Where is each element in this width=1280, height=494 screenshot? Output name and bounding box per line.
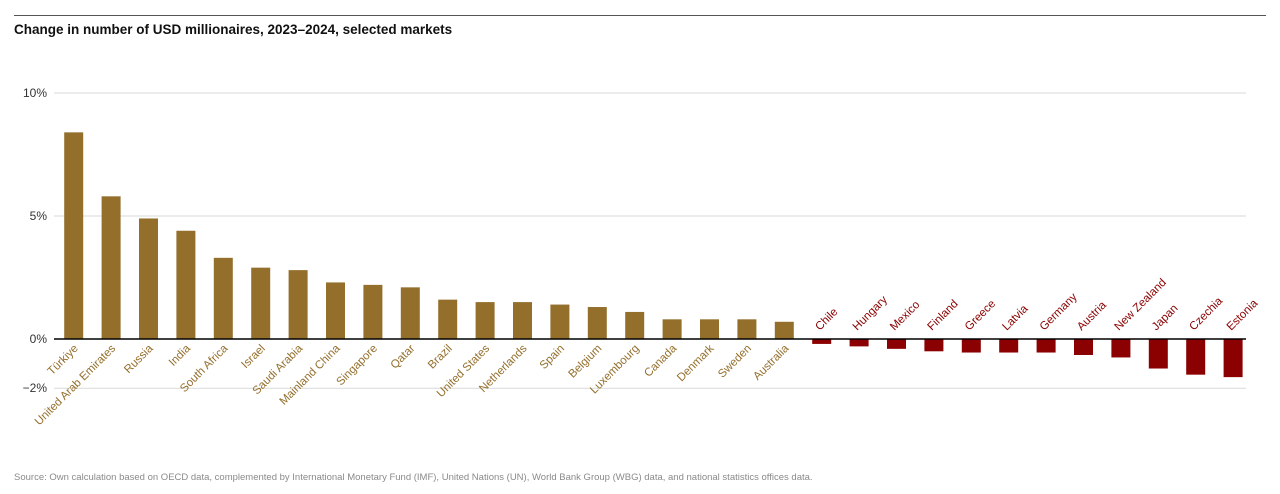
x-tick-label: India xyxy=(167,342,194,369)
bar xyxy=(625,311,645,339)
bar xyxy=(887,339,906,349)
bar xyxy=(737,319,757,339)
bar xyxy=(774,321,794,339)
bar xyxy=(961,339,981,353)
x-tick-label: Belgium xyxy=(567,343,605,381)
y-tick-label: −2% xyxy=(23,381,48,395)
bar xyxy=(213,257,233,339)
bar xyxy=(251,267,271,339)
bar xyxy=(812,339,832,344)
x-tick-label: Israel xyxy=(239,343,267,371)
bar xyxy=(1074,339,1093,355)
bar xyxy=(326,282,345,339)
x-tick-label: Türkiye xyxy=(46,343,81,378)
x-tick-label: Estonia xyxy=(1225,297,1261,333)
bar xyxy=(288,270,308,339)
x-tick-label: Spain xyxy=(538,343,567,372)
x-tick-label: Germany xyxy=(1038,291,1080,333)
x-tick-label: Finland xyxy=(926,298,961,333)
x-tick-label: Hungary xyxy=(851,294,890,333)
x-tick-label: Australia xyxy=(751,342,792,383)
bar xyxy=(849,339,869,347)
y-tick-label: 0% xyxy=(30,332,48,346)
x-tick-label: Qatar xyxy=(389,343,418,372)
bar xyxy=(1036,339,1056,353)
x-tick-label: Russia xyxy=(122,342,156,376)
bar xyxy=(139,218,158,339)
x-tick-label: Mexico xyxy=(888,299,922,333)
x-tick-label: Singapore xyxy=(334,343,380,389)
y-tick-label: 10% xyxy=(23,86,47,100)
x-tick-label: Brazil xyxy=(426,343,455,372)
bar xyxy=(1223,339,1243,378)
x-tick-label: Latvia xyxy=(1000,303,1031,334)
x-tick-label: Canada xyxy=(642,342,679,379)
bar xyxy=(101,196,121,339)
bar xyxy=(513,302,532,339)
x-tick-label: Czechia xyxy=(1187,295,1225,333)
bar xyxy=(587,307,607,339)
source-note: Source: Own calculation based on OECD da… xyxy=(14,472,813,483)
bar xyxy=(700,319,719,339)
bar xyxy=(176,230,196,339)
top-rule xyxy=(14,15,1266,16)
x-tick-label: Denmark xyxy=(675,342,717,384)
x-tick-label: Japan xyxy=(1150,302,1181,333)
bar xyxy=(1111,339,1131,358)
bar xyxy=(1186,339,1206,375)
x-tick-label: Greece xyxy=(963,298,998,333)
bar xyxy=(438,299,458,339)
bar xyxy=(1148,339,1168,369)
y-tick-label: 5% xyxy=(30,209,48,223)
bar xyxy=(662,319,682,339)
x-tick-label: Sweden xyxy=(716,343,754,381)
bar xyxy=(363,284,383,339)
bar xyxy=(999,339,1019,353)
bar xyxy=(64,132,84,339)
chart-title: Change in number of USD millionaires, 20… xyxy=(14,22,453,37)
bar xyxy=(400,287,420,339)
bar xyxy=(475,302,495,339)
bar xyxy=(550,304,570,339)
x-tick-label: Chile xyxy=(813,306,840,333)
x-tick-label: Austria xyxy=(1075,299,1109,333)
bar xyxy=(924,339,944,352)
